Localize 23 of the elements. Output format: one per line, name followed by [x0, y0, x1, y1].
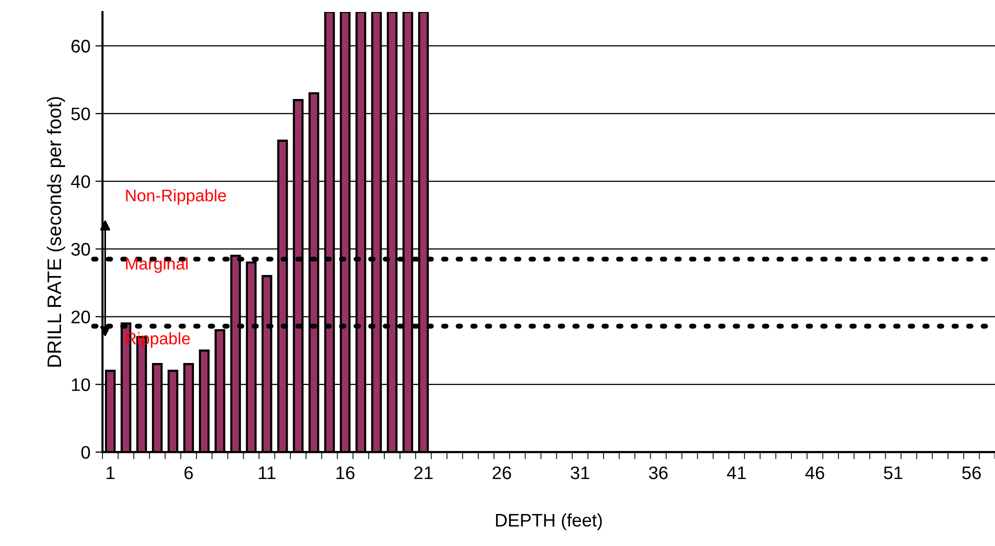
y-tick-label: 30: [71, 242, 90, 256]
y-tick-label: 60: [72, 40, 90, 53]
x-tick-label: 51: [884, 466, 902, 480]
y-axis-title: DRILL RATE (seconds per foot): [46, 97, 66, 367]
x-tick-label: 26: [492, 466, 512, 480]
y-tick-label: 0: [81, 446, 90, 459]
x-tick-label: 31: [570, 466, 590, 480]
x-tick-label: 46: [805, 466, 824, 480]
x-tick-label: 6: [184, 466, 193, 480]
y-tick-label: 20: [72, 310, 90, 324]
x-tick-label: 56: [962, 466, 981, 480]
x-tick-label: 41: [727, 466, 746, 480]
x-tick-label: 21: [414, 466, 433, 480]
y-tick-label: 10: [72, 378, 90, 392]
y-tick-label: 50: [71, 108, 90, 120]
annotation: Non-Rippable: [126, 189, 226, 205]
x-tick-label: 36: [648, 466, 668, 480]
y-tick-label: 40: [71, 175, 90, 188]
x-tick-label: 16: [336, 466, 354, 480]
x-tick-label: 11: [258, 466, 276, 480]
x-axis-title: DEPTH (feet): [496, 513, 602, 530]
x-tick-label: 1: [106, 466, 114, 480]
annotation: Marginal: [126, 257, 188, 273]
